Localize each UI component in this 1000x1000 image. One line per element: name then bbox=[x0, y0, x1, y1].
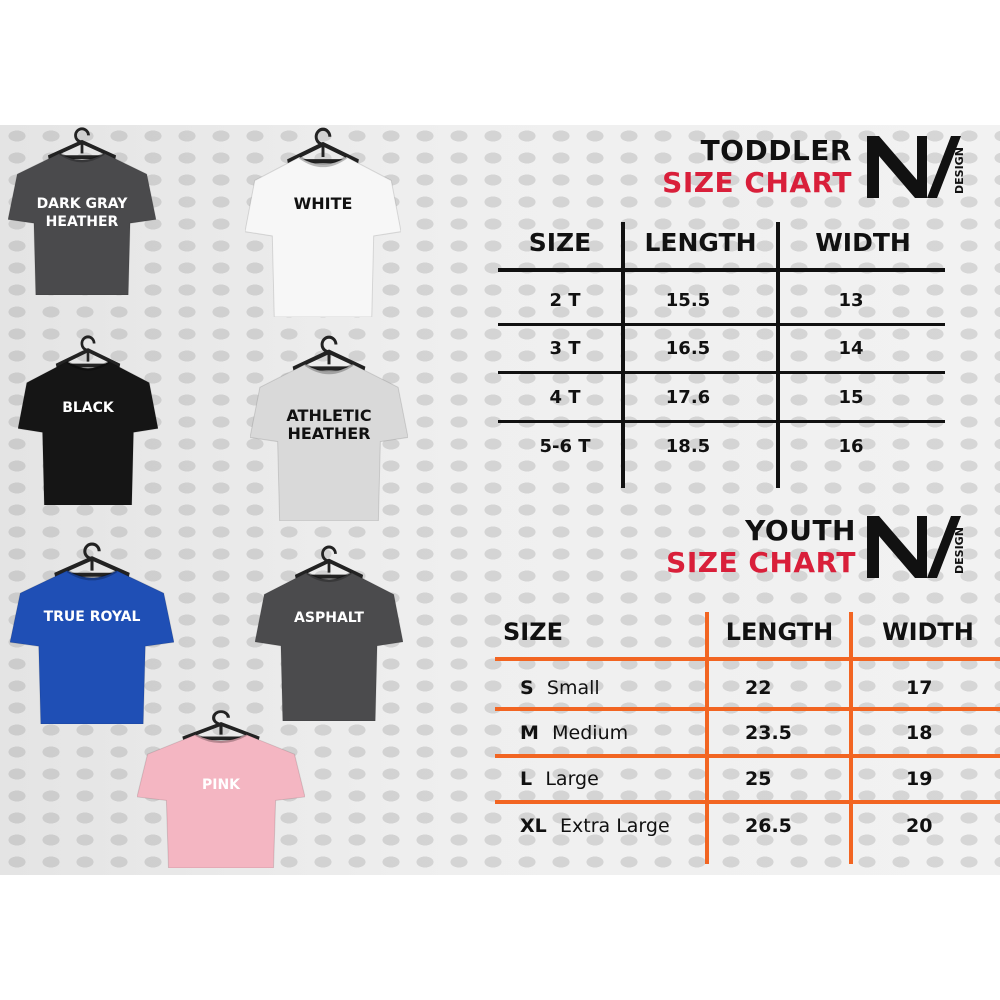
length-cell: 18.5 bbox=[665, 436, 711, 457]
table-divider bbox=[705, 612, 709, 864]
shirt-color-label: PINK bbox=[201, 777, 241, 793]
tshirt-dark-gray-heather: DARK GRAY HEATHER bbox=[8, 125, 156, 295]
width-cell: 15 bbox=[838, 387, 864, 408]
size-code: L bbox=[520, 768, 533, 790]
size-cell: M Medium bbox=[520, 722, 628, 744]
size-code: S bbox=[520, 677, 534, 699]
size-name: Small bbox=[546, 677, 600, 699]
shirt-color-label: ASPHALT bbox=[294, 610, 364, 626]
size-cell: 2 T bbox=[549, 290, 581, 311]
width-cell: 20 bbox=[906, 815, 933, 837]
size-cell: XL Extra Large bbox=[520, 815, 670, 837]
toddler-title: TODDLER SIZE CHART bbox=[600, 135, 852, 199]
length-cell: 23.5 bbox=[745, 722, 792, 744]
table-divider bbox=[776, 222, 780, 488]
column-header: SIZE bbox=[528, 228, 592, 257]
length-cell: 15.5 bbox=[665, 290, 711, 311]
column-header: SIZE bbox=[503, 618, 564, 646]
column-header: LENGTH bbox=[725, 618, 834, 646]
tshirt-icon bbox=[245, 127, 401, 317]
nv-design-logo: DESIGN bbox=[865, 132, 966, 202]
tshirt-icon bbox=[8, 127, 156, 295]
svg-text:DESIGN: DESIGN bbox=[953, 147, 965, 194]
size-cell: 3 T bbox=[549, 338, 581, 359]
length-cell: 17.6 bbox=[665, 387, 711, 408]
table-divider bbox=[495, 800, 1000, 804]
tshirt-black: BLACK bbox=[18, 333, 158, 505]
table-divider bbox=[495, 657, 1000, 661]
youth-title-line1: YOUTH bbox=[745, 514, 856, 547]
youth-title-line2: SIZE CHART bbox=[666, 546, 856, 579]
tshirt-icon bbox=[18, 335, 158, 505]
size-name: Large bbox=[545, 768, 599, 790]
table-divider bbox=[495, 707, 1000, 711]
tshirt-white: WHITE bbox=[245, 125, 401, 317]
shirt-color-label: ATHLETIC HEATHER bbox=[286, 406, 372, 443]
table-divider bbox=[498, 268, 945, 272]
nv-design-logo: DESIGN bbox=[865, 512, 966, 582]
size-cell: L Large bbox=[520, 768, 599, 790]
table-divider bbox=[495, 754, 1000, 758]
tshirt-icon bbox=[250, 335, 408, 521]
shirt-color-label: BLACK bbox=[62, 400, 114, 416]
width-cell: 13 bbox=[838, 290, 864, 311]
size-cell: 5-6 T bbox=[539, 436, 591, 457]
youth-title: YOUTH SIZE CHART bbox=[600, 515, 856, 579]
length-cell: 25 bbox=[745, 768, 772, 790]
table-divider bbox=[498, 420, 945, 423]
tshirt-pink: PINK bbox=[137, 708, 305, 868]
table-divider bbox=[498, 323, 945, 326]
length-cell: 16.5 bbox=[665, 338, 711, 359]
size-cell: 4 T bbox=[549, 387, 581, 408]
size-name: Extra Large bbox=[560, 815, 670, 837]
width-cell: 16 bbox=[838, 436, 864, 457]
table-divider bbox=[621, 222, 625, 488]
tshirt-asphalt: ASPHALT bbox=[255, 543, 403, 721]
width-cell: 18 bbox=[906, 722, 933, 744]
column-header: WIDTH bbox=[815, 228, 911, 257]
column-header: WIDTH bbox=[882, 618, 974, 646]
size-cell: S Small bbox=[520, 677, 600, 699]
tshirt-true-royal: TRUE ROYAL bbox=[10, 540, 174, 724]
length-cell: 26.5 bbox=[745, 815, 792, 837]
tshirt-icon bbox=[255, 545, 403, 721]
shirt-color-label: DARK GRAY HEATHER bbox=[36, 196, 128, 230]
size-code: M bbox=[520, 722, 539, 744]
toddler-title-line2: SIZE CHART bbox=[662, 166, 852, 199]
svg-text:DESIGN: DESIGN bbox=[953, 527, 965, 574]
size-name: Medium bbox=[552, 722, 629, 744]
table-divider bbox=[849, 612, 853, 864]
width-cell: 14 bbox=[838, 338, 864, 359]
table-divider bbox=[498, 371, 945, 374]
width-cell: 17 bbox=[906, 677, 933, 699]
tshirt-icon bbox=[10, 542, 174, 724]
shirt-color-label: TRUE ROYAL bbox=[43, 609, 141, 625]
length-cell: 22 bbox=[745, 677, 772, 699]
column-header: LENGTH bbox=[644, 228, 757, 257]
shirt-color-label: WHITE bbox=[293, 194, 353, 213]
size-code: XL bbox=[520, 815, 547, 837]
toddler-title-line1: TODDLER bbox=[700, 134, 852, 167]
tshirt-athletic-heather: ATHLETIC HEATHER bbox=[250, 333, 408, 521]
width-cell: 19 bbox=[906, 768, 933, 790]
tshirt-icon bbox=[137, 710, 305, 868]
